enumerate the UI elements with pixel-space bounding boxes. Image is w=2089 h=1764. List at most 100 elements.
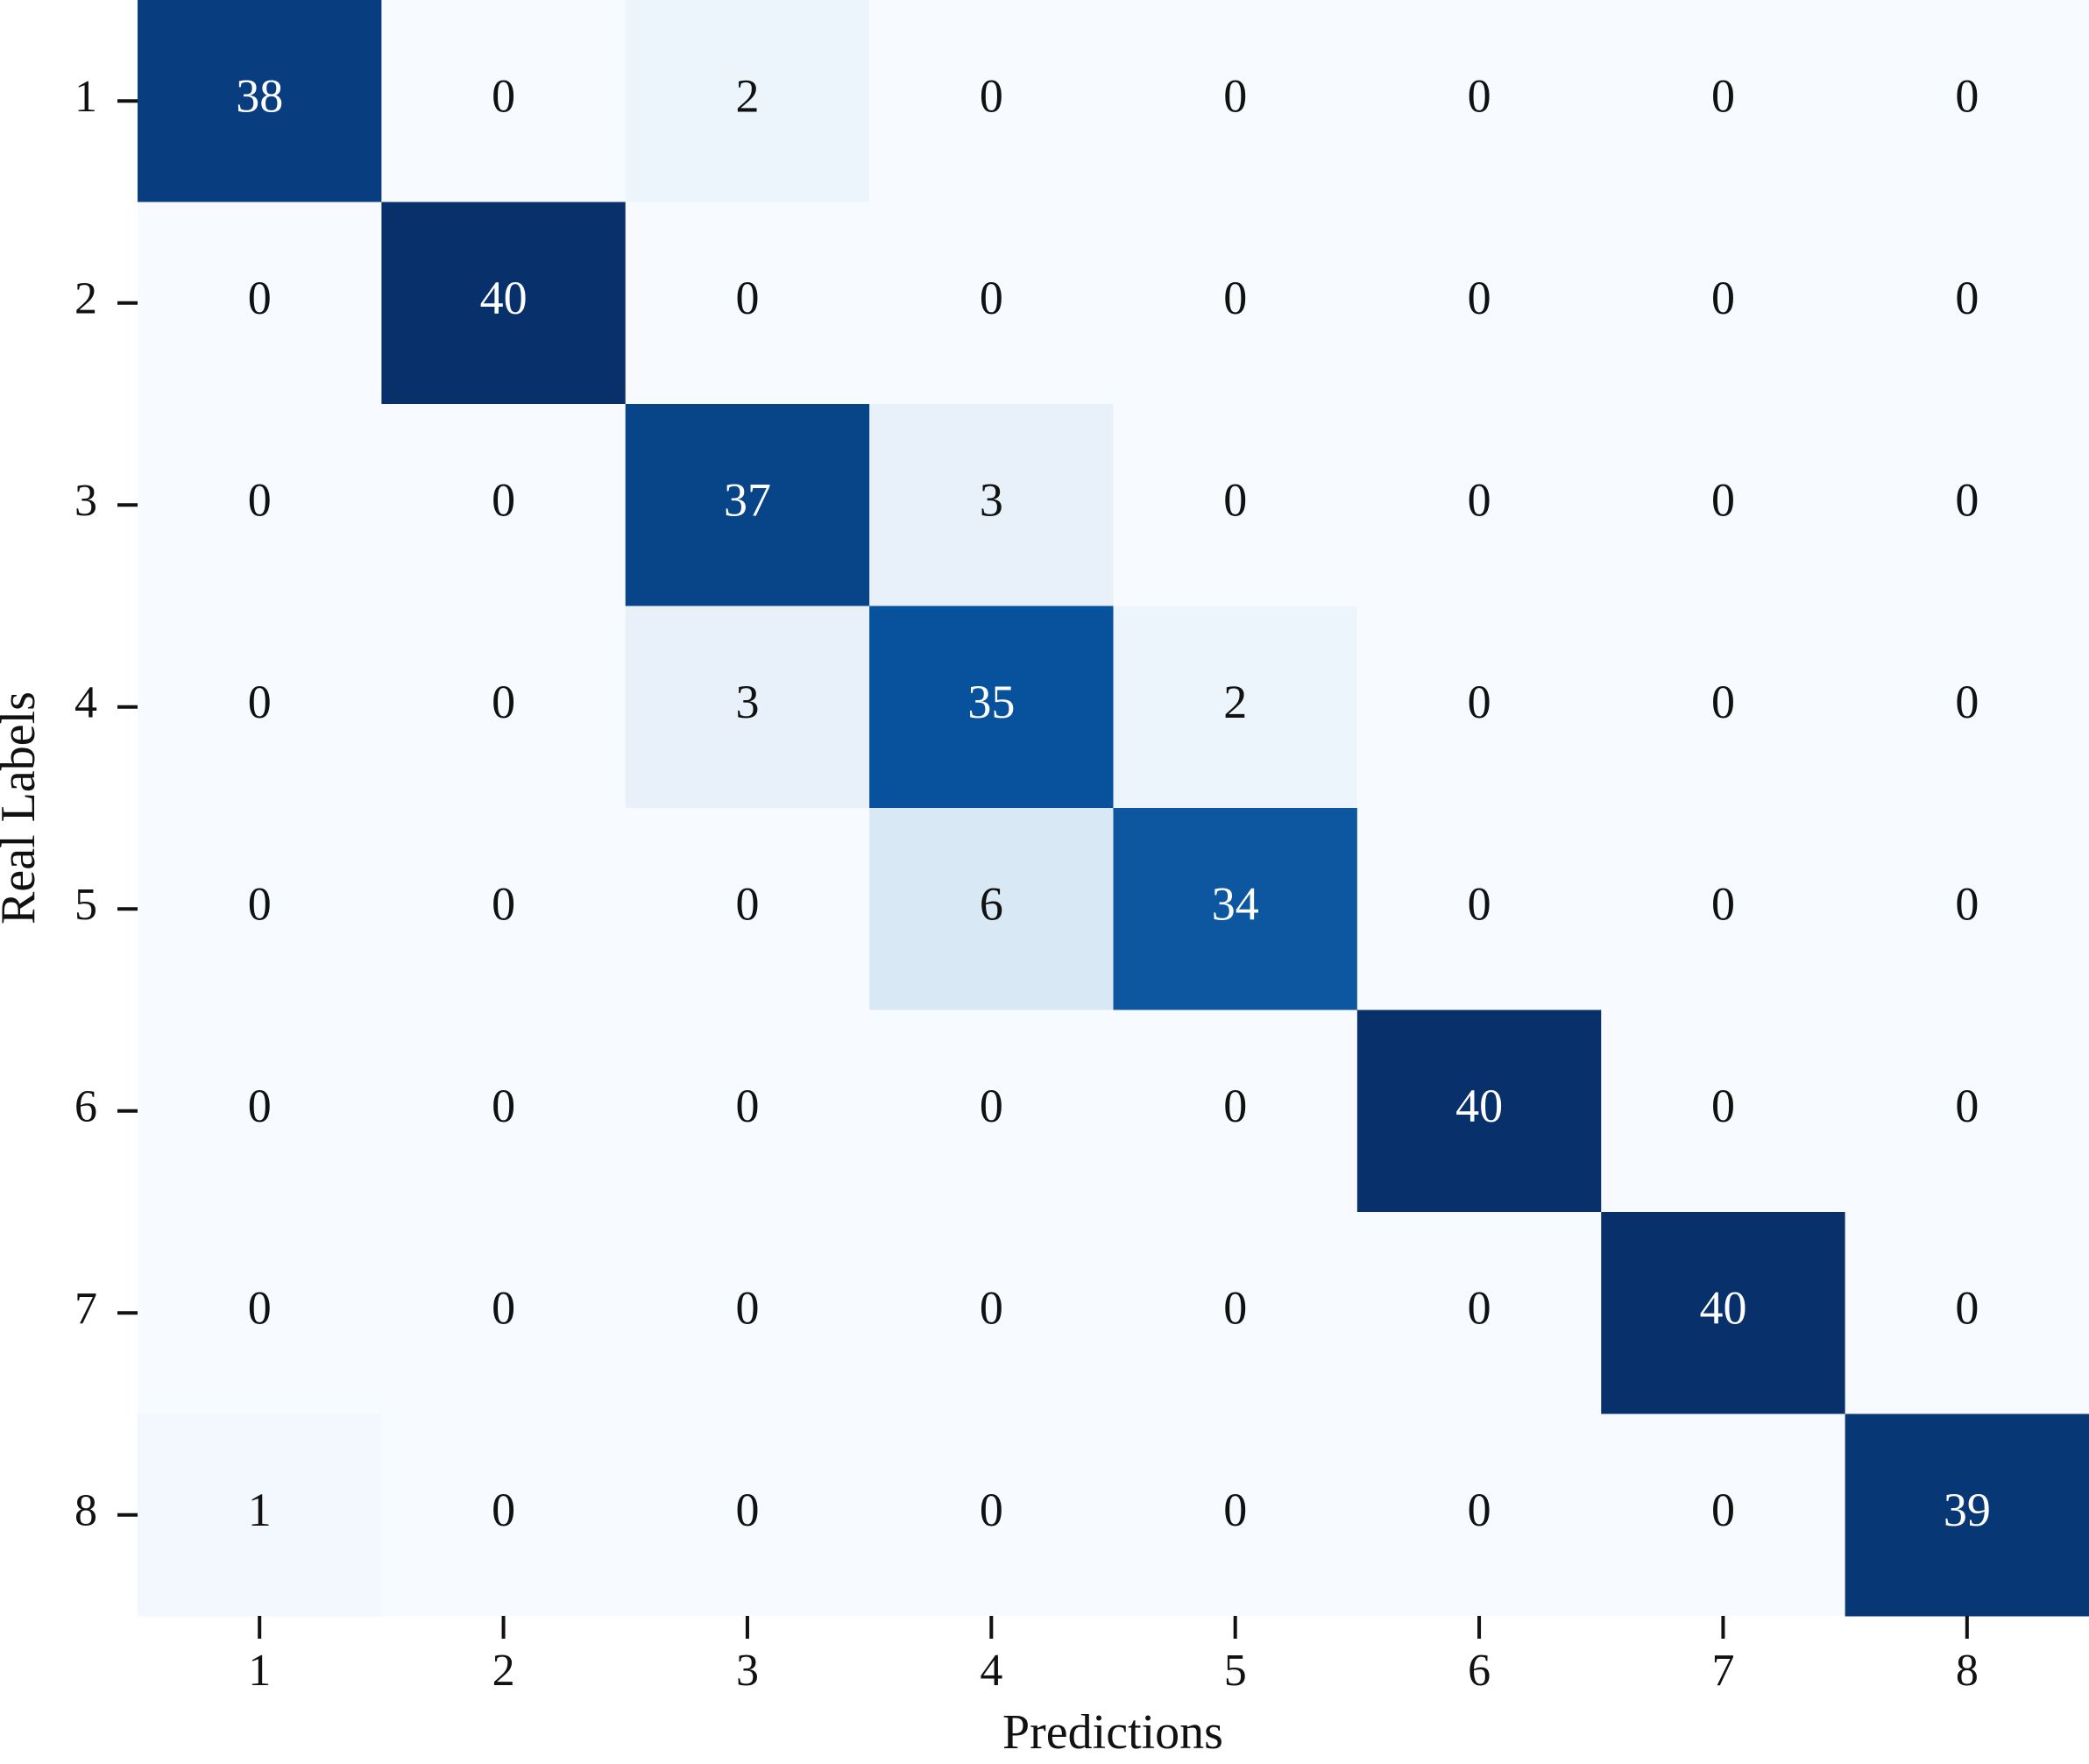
cell-value: 0 bbox=[1955, 1080, 1979, 1132]
heatmap-cell bbox=[869, 0, 1114, 202]
cell-value: 0 bbox=[1223, 1080, 1247, 1132]
heatmap-cell bbox=[625, 0, 870, 202]
heatmap-cell bbox=[381, 606, 627, 809]
cell-value: 37 bbox=[724, 474, 771, 527]
heatmap-cell bbox=[1356, 606, 1602, 809]
heatmap-cell bbox=[1601, 808, 1846, 1010]
cell-value: 0 bbox=[248, 1282, 272, 1335]
cell-value: 0 bbox=[1955, 878, 1979, 931]
heatmap-cell bbox=[1356, 202, 1602, 405]
heatmap-cell bbox=[1356, 1010, 1602, 1213]
heatmap-cell bbox=[625, 202, 870, 405]
cell-value: 35 bbox=[967, 676, 1015, 728]
heatmap-cell bbox=[1113, 1010, 1358, 1213]
heatmap-cell bbox=[1356, 404, 1602, 606]
heatmap-cell bbox=[381, 404, 627, 606]
cell-value: 3 bbox=[735, 676, 759, 728]
cell-value: 0 bbox=[1223, 1484, 1247, 1536]
heatmap-cell bbox=[138, 808, 382, 1010]
cell-value: 0 bbox=[1955, 272, 1979, 324]
y-tick-label: 5 bbox=[74, 880, 97, 930]
cell-value: 40 bbox=[1455, 1080, 1503, 1132]
heatmap-cell bbox=[1845, 202, 2089, 405]
heatmap-cell bbox=[1113, 202, 1358, 405]
heatmap-cell bbox=[1113, 0, 1358, 202]
cell-value: 2 bbox=[1223, 676, 1247, 728]
y-tick-label: 1 bbox=[74, 72, 97, 122]
y-tick-label: 3 bbox=[74, 476, 97, 526]
heatmap-cell bbox=[625, 606, 870, 809]
heatmap-cell bbox=[1601, 1413, 1846, 1617]
cell-value: 0 bbox=[1223, 272, 1247, 324]
x-tick-label: 4 bbox=[980, 1646, 1002, 1696]
heatmap-cell bbox=[381, 1010, 627, 1213]
cell-value: 0 bbox=[980, 1282, 1003, 1335]
cell-value: 0 bbox=[248, 474, 272, 527]
cell-value: 0 bbox=[735, 1282, 759, 1335]
heatmap-cell bbox=[869, 808, 1114, 1010]
heatmap-cell bbox=[625, 1010, 870, 1213]
heatmap-cell bbox=[1113, 606, 1358, 809]
cell-value: 0 bbox=[1955, 676, 1979, 728]
heatmap-cell bbox=[1845, 0, 2089, 202]
cell-value: 0 bbox=[492, 70, 515, 123]
heatmap-cell bbox=[381, 0, 627, 202]
heatmap-cell bbox=[1601, 606, 1846, 809]
x-tick-label: 6 bbox=[1468, 1646, 1491, 1696]
heatmap-cell bbox=[1601, 202, 1846, 405]
y-tick-label: 6 bbox=[74, 1082, 97, 1132]
cell-value: 3 bbox=[980, 474, 1003, 527]
heatmap-cell bbox=[869, 606, 1114, 809]
heatmap-cell bbox=[381, 202, 627, 405]
heatmap-cell bbox=[1601, 404, 1846, 606]
heatmap-cell bbox=[1845, 1413, 2089, 1617]
heatmap-cell bbox=[625, 404, 870, 606]
y-tick-label: 7 bbox=[74, 1284, 97, 1334]
heatmap-cell bbox=[138, 1010, 382, 1213]
heatmap-cell bbox=[1845, 808, 2089, 1010]
cell-value: 0 bbox=[1955, 70, 1979, 123]
heatmap-cell bbox=[869, 1010, 1114, 1213]
heatmap-cell bbox=[381, 808, 627, 1010]
heatmap-cell bbox=[1356, 0, 1602, 202]
x-tick-label: 5 bbox=[1224, 1646, 1247, 1696]
cell-value: 0 bbox=[1468, 1484, 1491, 1536]
heatmap-cell bbox=[869, 404, 1114, 606]
y-axis-title: Real Labels bbox=[0, 691, 46, 925]
x-tick-label: 7 bbox=[1711, 1646, 1734, 1696]
cell-value: 0 bbox=[492, 474, 515, 527]
heatmap-cell bbox=[1845, 404, 2089, 606]
cell-value: 2 bbox=[735, 70, 759, 123]
cell-value: 0 bbox=[1711, 272, 1735, 324]
heatmap-cell bbox=[1601, 0, 1846, 202]
cell-value: 0 bbox=[248, 272, 272, 324]
cell-value: 0 bbox=[1468, 676, 1491, 728]
cell-value: 0 bbox=[1955, 474, 1979, 527]
cell-value: 0 bbox=[1223, 70, 1247, 123]
heatmap-cell bbox=[1356, 808, 1602, 1010]
heatmap-cell bbox=[1113, 1413, 1358, 1617]
heatmap-cell bbox=[625, 1212, 870, 1414]
x-axis-title: Predictions bbox=[1002, 1705, 1223, 1760]
heatmap-cell bbox=[1845, 606, 2089, 809]
x-tick-label: 8 bbox=[1956, 1646, 1979, 1696]
heatmap-cell bbox=[1601, 1010, 1846, 1213]
heatmap-cell bbox=[138, 202, 382, 405]
cell-value: 0 bbox=[492, 676, 515, 728]
heatmap-cell bbox=[1845, 1010, 2089, 1213]
cell-value: 0 bbox=[492, 878, 515, 931]
cell-value: 0 bbox=[1223, 474, 1247, 527]
cell-value: 0 bbox=[735, 272, 759, 324]
cell-value: 0 bbox=[492, 1080, 515, 1132]
cell-value: 0 bbox=[735, 878, 759, 931]
cell-value: 38 bbox=[236, 70, 283, 123]
cell-value: 0 bbox=[1711, 676, 1735, 728]
cell-value: 0 bbox=[1711, 70, 1735, 123]
heatmap-cell bbox=[138, 606, 382, 809]
cell-value: 0 bbox=[1955, 1282, 1979, 1335]
cell-value: 0 bbox=[1711, 1484, 1735, 1536]
cell-value: 0 bbox=[1468, 474, 1491, 527]
x-tick-label: 1 bbox=[248, 1646, 271, 1696]
cell-value: 0 bbox=[735, 1080, 759, 1132]
heatmap-cell bbox=[1601, 1212, 1846, 1414]
